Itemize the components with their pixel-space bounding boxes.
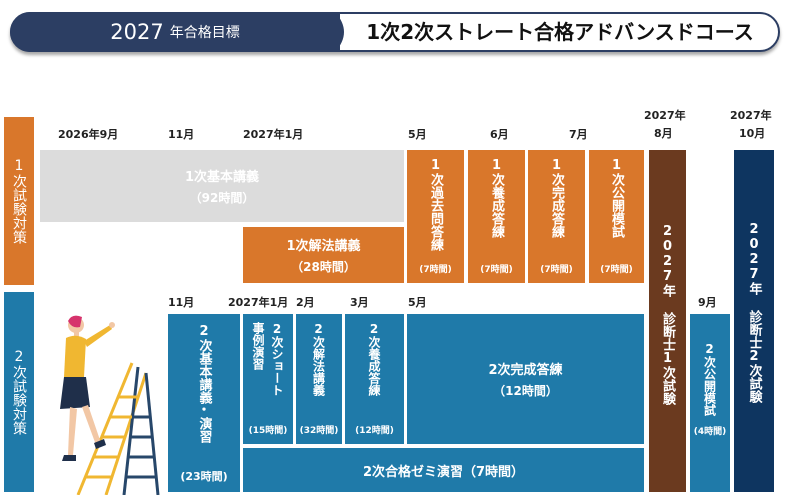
month-label: 2027年: [730, 109, 772, 122]
first-exam-row-label: 1次試験対策: [4, 117, 34, 285]
month-label: 9月: [698, 296, 717, 309]
first-completion-drill: 1次完成答練 (7時間): [528, 150, 585, 283]
climbing-woman-illustration: [60, 315, 160, 495]
second-short-case-practice: 2次ショート 事例演習 (15時間): [243, 314, 293, 444]
block-hours: （92時間）: [189, 191, 255, 205]
first-cultivation-drill: 1次養成答練 (7時間): [468, 150, 525, 283]
month-label: 2027年1月: [243, 128, 304, 141]
month-label: 10月: [739, 127, 766, 140]
block-title: 2次完成答練: [488, 363, 563, 378]
month-label: 3月: [350, 296, 369, 309]
second-solution-lecture: 2次解法講義 (32時間): [296, 314, 342, 444]
month-label: 5月: [408, 296, 427, 309]
month-label: 2027年: [644, 109, 686, 122]
target-year-badge: 2027 年合格目標: [10, 12, 340, 52]
target-label: 年合格目標: [169, 25, 240, 41]
course-title: 1次2次ストレート合格アドバンスドコース: [366, 20, 754, 44]
first-solution-lecture: 1次解法講義 （28時間）: [243, 227, 404, 283]
second-pass-seminar: 2次合格ゼミ演習（7時間）: [243, 448, 644, 492]
month-label: 2027年1月: [228, 296, 289, 309]
block-hours: （12時間）: [493, 384, 558, 398]
first-basic-lecture: 1次基本講義 （92時間）: [40, 150, 404, 222]
header-curve: [315, 12, 344, 52]
second-exam-row-label: 2次試験対策: [4, 292, 34, 492]
month-label: 7月: [569, 128, 588, 141]
block-title: 2次合格ゼミ演習（7時間）: [362, 464, 525, 480]
month-label: 2月: [296, 296, 315, 309]
month-label: 5月: [408, 128, 427, 141]
second-exam-column: 2027年 診断士2次試験: [734, 150, 774, 492]
second-completion-drill: 2次完成答練 （12時間）: [407, 314, 644, 444]
month-label: 6月: [490, 128, 509, 141]
second-cultivation-drill: 2次養成答練 (12時間): [345, 314, 404, 444]
month-label: 2026年9月: [58, 128, 119, 141]
first-exam-column: 2027年 診断士1次試験: [649, 150, 686, 492]
separator-dot: ・: [197, 403, 211, 418]
block-hours: （28時間）: [291, 260, 356, 274]
month-label: 11月: [168, 296, 195, 309]
target-year: 2027: [110, 20, 164, 44]
second-basic-lecture-practice: 2次基本講義 ・ 演習 (23時間): [168, 314, 240, 492]
second-public-mock-exam: 2次公開模試 (4時間): [690, 314, 730, 492]
month-label: 11月: [168, 128, 195, 141]
block-title: 1次解法講義: [286, 239, 361, 254]
month-label: 8月: [654, 127, 673, 140]
first-public-mock-exam: 1次公開模試 (7時間): [589, 150, 644, 283]
first-past-exam-drill: 1次過去問答練 (7時間): [407, 150, 464, 283]
block-title: 1次基本講義: [184, 170, 260, 185]
